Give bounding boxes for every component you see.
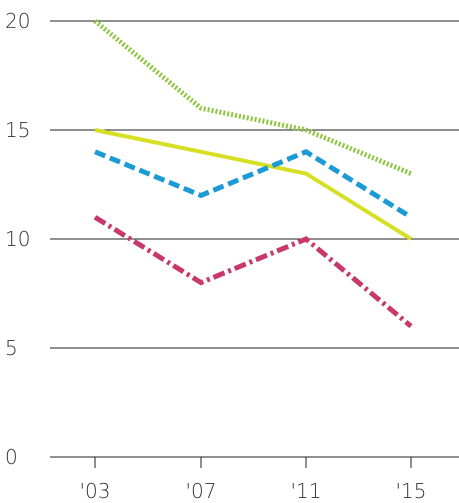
series-line-3 bbox=[94, 148, 413, 220]
series-line-4 bbox=[93, 215, 413, 329]
y-tick-label: 15 bbox=[5, 118, 30, 142]
series-line-2 bbox=[94, 128, 413, 241]
x-tick-label: '07 bbox=[186, 479, 217, 503]
y-tick-label: 0 bbox=[5, 445, 18, 469]
x-tick-label: '11 bbox=[291, 479, 322, 503]
y-axis-ticks: 0 5 10 15 20 bbox=[5, 9, 30, 469]
y-tick-label: 5 bbox=[5, 336, 18, 360]
gridlines bbox=[50, 20, 459, 458]
series-lines bbox=[93, 19, 413, 329]
y-tick-label: 10 bbox=[5, 227, 30, 251]
x-tick-label: '15 bbox=[396, 479, 427, 503]
y-tick-label: 20 bbox=[5, 9, 30, 33]
x-axis-ticks: '03 '07 '11 '15 bbox=[80, 457, 427, 503]
series-line-1 bbox=[93, 19, 412, 176]
x-tick-label: '03 bbox=[80, 479, 111, 503]
